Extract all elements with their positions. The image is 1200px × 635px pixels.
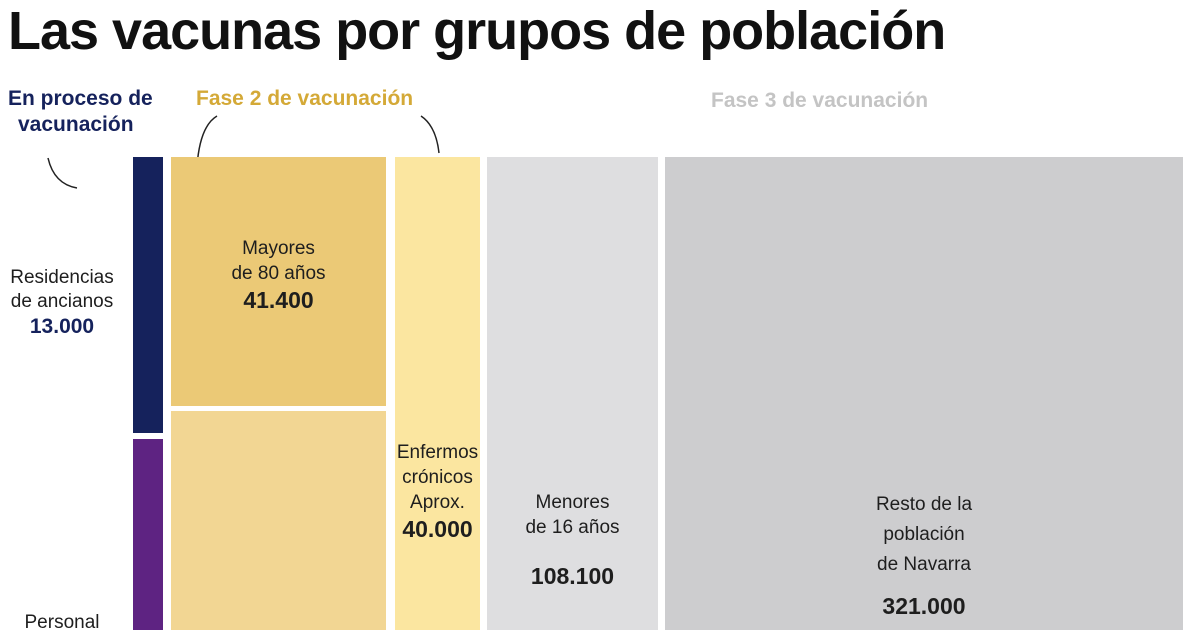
label-cronicos-line2: crónicos: [402, 467, 473, 488]
phase1-connector: [47, 157, 78, 189]
value-mayores80: 41.400: [243, 287, 314, 313]
block-cronicos: [395, 157, 480, 630]
block-mayores80: [171, 157, 386, 406]
label-resto-line3: de Navarra: [877, 554, 971, 575]
label-menores16: Menores de 16 años 108.100: [487, 490, 658, 590]
phase1-label: En proceso de vacunación: [8, 86, 153, 138]
label-cronicos-line1: Enfermos: [396, 442, 479, 463]
label-cronicos: Enfermos crónicos Aprox. 40.000: [383, 440, 492, 543]
value-cronicos: 40.000: [402, 516, 473, 542]
block-menores16: [487, 157, 658, 630]
label-personal: Personal: [0, 611, 124, 635]
value-resto: 321.000: [882, 593, 966, 619]
label-personal-line1: Personal: [24, 612, 100, 633]
label-resto-line1: Resto de la: [875, 494, 973, 515]
label-residencias-line1: Residencias: [10, 267, 114, 288]
label-residencias-line2: de ancianos: [10, 291, 114, 312]
chart-title: Las vacunas por grupos de población: [8, 1, 946, 61]
block-personal: [133, 439, 163, 630]
label-residencias: Residencias de ancianos 13.000: [0, 266, 124, 340]
label-resto: Resto de la población de Navarra 321.000: [665, 490, 1183, 620]
value-menores16: 108.100: [530, 563, 615, 589]
label-mayores80-line2: de 80 años: [231, 263, 326, 284]
block-fase2-inferior: [171, 411, 386, 630]
label-mayores80-line1: Mayores: [242, 238, 315, 259]
phase1-label-line2: vacunación: [18, 113, 134, 136]
label-menores16-line1: Menores: [535, 492, 610, 513]
label-mayores80: Mayores de 80 años 41.400: [171, 236, 386, 314]
phase2-connector-right: [420, 115, 440, 154]
phase1-label-line1: En proceso de: [8, 87, 153, 110]
label-cronicos-line3: Aprox.: [410, 492, 465, 513]
value-residencias: 13.000: [29, 315, 95, 338]
block-resto: [665, 157, 1183, 630]
phase3-label: Fase 3 de vacunación: [711, 89, 929, 112]
label-resto-line2: población: [883, 524, 965, 545]
label-menores16-line2: de 16 años: [525, 517, 620, 538]
phase2-label: Fase 2 de vacunación: [196, 87, 414, 110]
block-residencias: [133, 157, 163, 433]
